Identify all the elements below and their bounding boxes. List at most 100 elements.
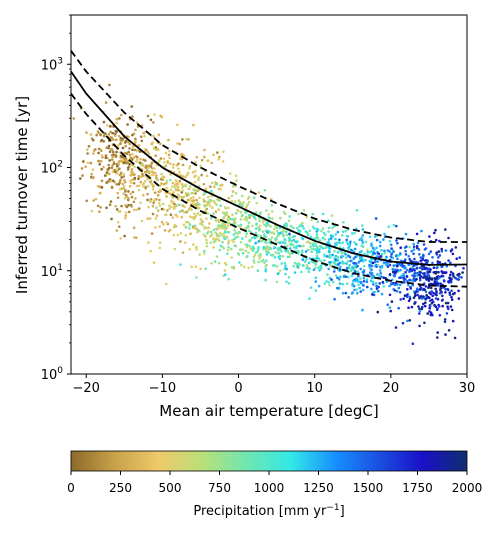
scatter-point (127, 210, 131, 214)
scatter-point (255, 223, 258, 226)
scatter-point (227, 206, 230, 209)
scatter-point (223, 230, 227, 234)
scatter-point (370, 287, 373, 291)
scatter-point (435, 266, 439, 270)
scatter-point (385, 261, 388, 264)
scatter-point (336, 286, 339, 290)
scatter-point (431, 261, 434, 265)
scatter-point (337, 286, 341, 290)
scatter-point (173, 183, 177, 187)
scatter-point (288, 215, 292, 218)
scatter-point (358, 257, 362, 260)
scatter-point (149, 118, 153, 122)
scatter-point (326, 241, 329, 245)
colorbar-tick-label: 1750 (402, 481, 433, 495)
scatter-point (428, 235, 431, 238)
scatter-point (254, 241, 257, 245)
scatter-point (98, 191, 102, 195)
scatter-point (359, 250, 363, 253)
scatter-point (441, 298, 445, 302)
scatter-point (380, 266, 384, 269)
scatter-point (426, 312, 430, 315)
scatter-point (182, 195, 186, 199)
scatter-point (450, 289, 454, 293)
scatter-point (251, 224, 254, 228)
scatter-point (203, 225, 207, 229)
scatter-point (119, 237, 122, 240)
scatter-point (218, 155, 221, 159)
scatter-point (127, 190, 130, 193)
scatter-point (295, 226, 299, 230)
scatter-point (129, 174, 132, 177)
scatter-point (245, 211, 248, 214)
scatter-point (104, 154, 108, 157)
scatter-point (338, 268, 342, 271)
scatter-point (307, 248, 310, 252)
scatter-point (430, 290, 434, 293)
scatter-points (72, 83, 465, 346)
scatter-point (207, 195, 210, 199)
scatter-point (191, 216, 194, 219)
scatter-point (383, 232, 386, 236)
scatter-point (151, 212, 155, 216)
scatter-point (429, 250, 433, 253)
scatter-point (373, 252, 377, 255)
scatter-point (359, 277, 362, 280)
scatter-point (247, 251, 250, 254)
scatter-point (181, 138, 184, 141)
scatter-point (132, 145, 135, 149)
scatter-point (152, 135, 156, 138)
scatter-point (363, 252, 367, 256)
scatter-point (305, 263, 309, 267)
scatter-point (392, 250, 395, 254)
scatter-point (260, 260, 263, 263)
scatter-point (132, 156, 136, 159)
scatter-point (380, 248, 383, 252)
scatter-point (358, 238, 362, 242)
scatter-point (205, 200, 209, 204)
scatter-point (183, 241, 187, 244)
scatter-point (90, 172, 93, 176)
scatter-point (430, 298, 434, 302)
scatter-point (366, 248, 369, 252)
scatter-point (454, 246, 458, 249)
scatter-point (150, 182, 154, 186)
scatter-point (370, 259, 373, 262)
scatter-point (147, 205, 150, 209)
scatter-point (429, 268, 432, 271)
scatter-point (117, 160, 121, 163)
scatter-point (110, 186, 114, 189)
scatter-point (375, 238, 379, 242)
scatter-point (224, 237, 227, 240)
scatter-point (273, 264, 277, 267)
scatter-point (176, 185, 180, 188)
scatter-point (172, 191, 175, 194)
scatter-point (235, 179, 238, 182)
scatter-point (177, 188, 181, 192)
scatter-point (330, 214, 334, 217)
scatter-point (109, 136, 112, 139)
scatter-point (388, 306, 392, 309)
scatter-point (244, 249, 248, 252)
scatter-point (188, 227, 191, 230)
scatter-point (239, 201, 242, 204)
scatter-point (230, 256, 233, 259)
scatter-point (375, 255, 379, 258)
scatter-point (450, 308, 454, 312)
scatter-point (327, 230, 330, 233)
scatter-point (124, 204, 127, 207)
scatter-point (193, 212, 196, 215)
scatter-point (348, 244, 352, 248)
scatter-point (255, 201, 258, 205)
scatter-point (158, 159, 161, 162)
scatter-point (269, 225, 272, 228)
scatter-point (137, 177, 140, 181)
scatter-point (149, 249, 152, 253)
scatter-point (212, 153, 215, 157)
scatter-point (438, 292, 442, 295)
scatter-point (135, 121, 139, 125)
scatter-point (407, 283, 410, 287)
scatter-point (418, 278, 422, 282)
scatter-point (122, 173, 126, 176)
scatter-point (423, 248, 427, 251)
